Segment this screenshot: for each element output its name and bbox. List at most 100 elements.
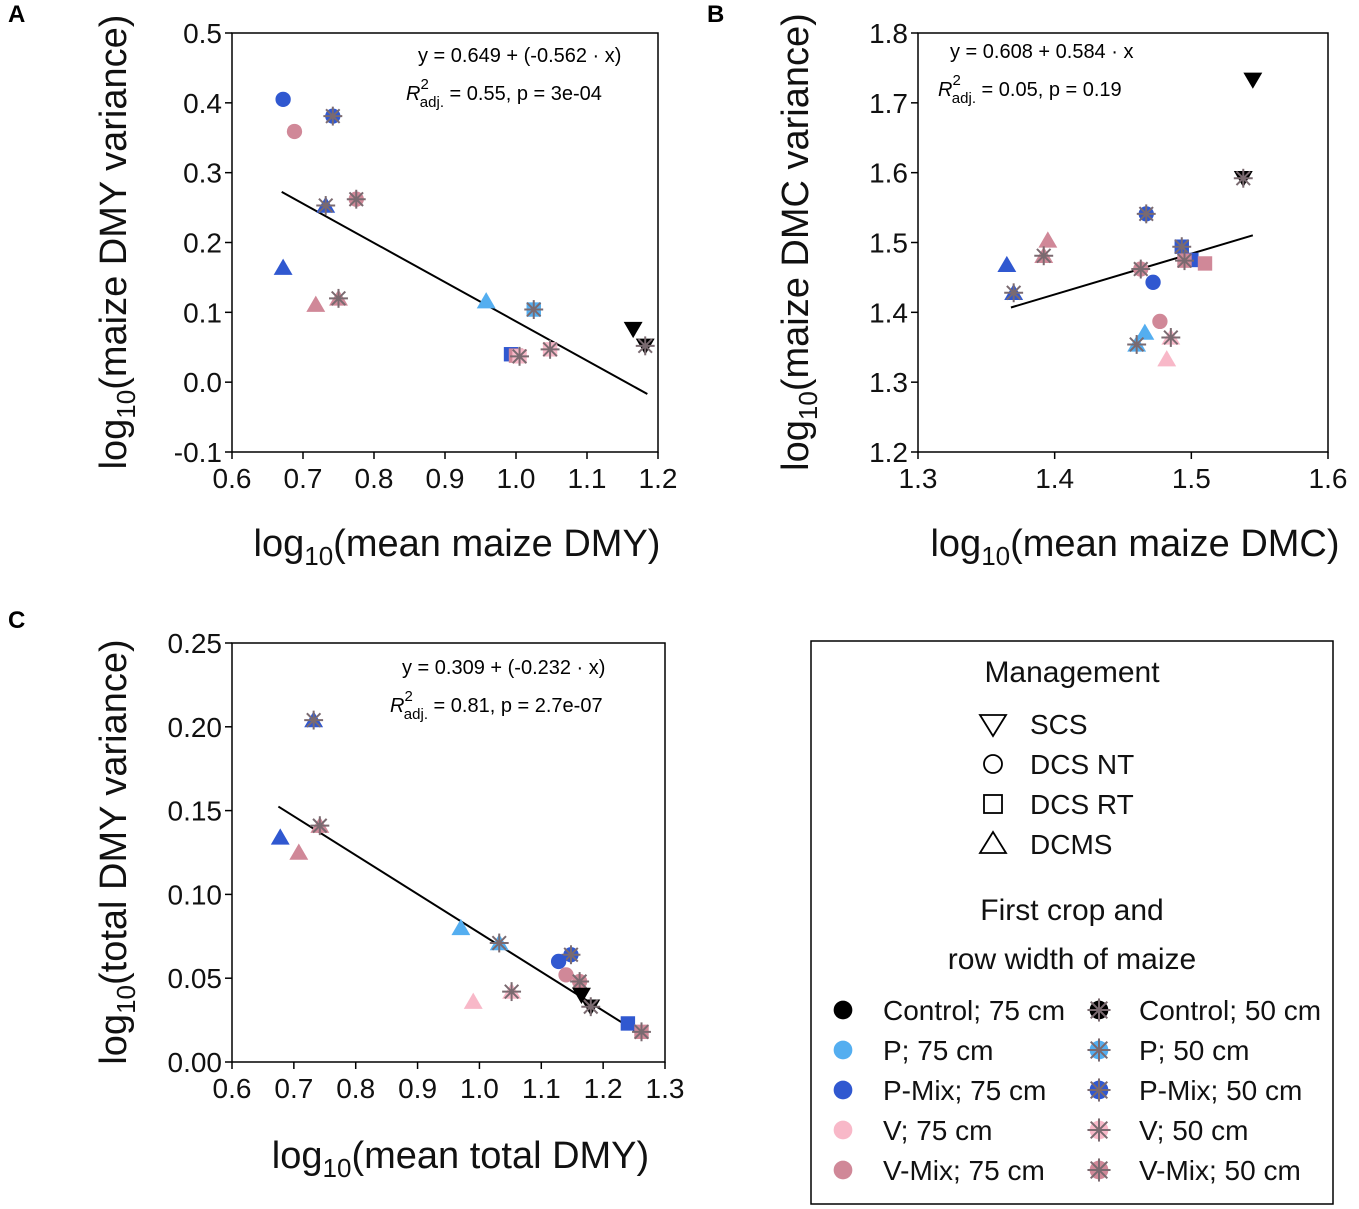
point-v-mix-50-triangle-star — [329, 288, 348, 308]
y-tick-label: 1.2 — [869, 437, 908, 468]
point-v-mix-75-triangle — [1038, 231, 1058, 248]
y-tick-label: 0.25 — [168, 628, 223, 659]
star-stroke — [1129, 336, 1145, 352]
legend-marker-75 — [833, 1040, 853, 1060]
star-stroke — [1089, 1120, 1109, 1140]
panel-label: C — [8, 607, 25, 634]
point-v-75-triangle — [1157, 350, 1177, 367]
x-tick-label: 1.3 — [899, 463, 938, 494]
panel-B: B1.3 1.4 1.5 1.61.21.31.41.51.61.71.8y = 0.… — [707, 1, 1347, 494]
point-v-50-square-star — [540, 339, 560, 359]
point-v-75-triangle — [463, 992, 483, 1009]
panel-C: C 0.6 0.7 0.8 0.9 1.0 1.1 1.2 1.3 0.00 0.05 0.10 0.1… — [8, 607, 684, 1104]
star-stroke — [504, 984, 520, 1000]
triangle-outline-icon — [978, 830, 1008, 854]
x-tick-label: 0.7 — [284, 463, 323, 494]
point-v-mix-75-triangle — [289, 843, 309, 860]
y-tick-label: -0.1 — [174, 437, 222, 468]
regression-stats: R2 adj. = 0.81, p = 2.7e-07 — [390, 688, 603, 723]
legend-crop-title-line1: First crop and — [980, 894, 1163, 927]
star-stroke — [637, 338, 653, 354]
y-tick-label: 1.3 — [869, 367, 908, 398]
regression-line — [1010, 234, 1254, 309]
legend: Management SCS DCS NT DCS RT DCMS First crop … — [810, 640, 1334, 1205]
legend-management-item: SCS — [978, 709, 1088, 740]
regression-equation: y = 0.649 + (-0.562 · x) — [418, 45, 621, 67]
point-v-mix-75-triangle — [306, 295, 326, 312]
y-tick-label: 0.3 — [183, 158, 222, 189]
y-tick-label: 0.1 — [183, 297, 222, 328]
point-p-mix-75-circle — [1145, 274, 1161, 290]
point-p-mix-50-circle-star — [323, 106, 343, 126]
point-p-mix-50-triangle-star — [1004, 283, 1024, 303]
legend-marker-75 — [833, 1160, 853, 1180]
star-stroke — [1235, 170, 1251, 186]
star-stroke — [1089, 1080, 1109, 1100]
point-v-50-square-star — [510, 346, 529, 366]
point-p-50-triangle-star — [1127, 335, 1147, 354]
legend-marker-75 — [833, 1120, 853, 1140]
star-stroke — [633, 1024, 650, 1040]
point-p-75-triangle — [1135, 323, 1155, 340]
point-p-50-square-star — [524, 300, 544, 319]
x-tick-label: 1.1 — [522, 1073, 561, 1104]
point-p-mix-75-triangle — [273, 258, 293, 275]
legend-crop-title-line2: row width of maize — [948, 943, 1196, 976]
x-tick-label: 1.2 — [639, 463, 678, 494]
point-v-mix-75-circle — [1152, 313, 1168, 330]
star-stroke — [312, 818, 328, 834]
y-tick-label: 0.4 — [183, 88, 222, 119]
x-tick-label: 1.5 — [1172, 463, 1211, 494]
star-stroke — [1163, 329, 1179, 345]
y-tick-label: 1.7 — [869, 88, 908, 119]
legend-label-75: P; 75 cm — [883, 1035, 993, 1066]
x-axis-label: log10(mean total DMY) — [272, 1135, 649, 1183]
point-p-75-triangle — [476, 292, 496, 309]
star-stroke — [512, 348, 528, 364]
y-axis-label: log10(maize DMC variance) — [775, 13, 823, 471]
point-v-50-triangle-star — [502, 982, 522, 1002]
star-stroke — [491, 935, 507, 951]
x-tick-label: 1.1 — [568, 463, 607, 494]
star-stroke — [583, 999, 599, 1015]
star-stroke — [330, 290, 347, 306]
regression-line — [281, 191, 648, 395]
legend-marker-50-star — [1087, 1078, 1111, 1102]
point-p-mix-50-circle-star — [1136, 204, 1156, 224]
point-p-mix-75-square — [620, 1016, 636, 1031]
legend-management-label: DCS RT — [1030, 789, 1134, 820]
x-tick-label: 1.2 — [584, 1073, 623, 1104]
legend-management-item: DCS RT — [983, 789, 1134, 820]
y-tick-label: 1.4 — [869, 297, 908, 328]
regression-stats: R2 adj. = 0.05, p = 0.19 — [938, 72, 1122, 107]
point-v-mix-75-circle — [286, 123, 303, 140]
y-axis-label: log10(maize DMY variance) — [93, 15, 141, 470]
point-p-mix-50-circle-star — [561, 945, 581, 965]
legend-crop-row: V-Mix; 75 cm V-Mix; 50 cm — [833, 1155, 1301, 1186]
panel-label: A — [8, 1, 25, 28]
x-tick-label: 1.6 — [1309, 463, 1348, 494]
circle-outline-icon — [983, 754, 1003, 774]
regression-equation: y = 0.608 + 0.584 · x — [950, 41, 1133, 63]
point-p-mix-75-circle — [550, 953, 567, 970]
triangle-down-outline-icon — [978, 714, 1008, 738]
legend-crop-row: Control; 75 cm Control; 50 cm — [833, 995, 1321, 1026]
point-p-75-triangle — [451, 918, 471, 936]
legend-marker-75 — [833, 1000, 853, 1020]
point-control-75-triangle-down — [1243, 72, 1263, 89]
x-tick-label: 0.9 — [426, 463, 465, 494]
x-tick-label: 0.6 — [213, 1073, 252, 1104]
y-tick-label: 0.20 — [168, 712, 223, 743]
star-stroke — [306, 712, 322, 728]
point-p-mix-50-square-star — [1172, 237, 1192, 257]
plot-frame — [231, 642, 666, 1063]
star-stroke — [318, 197, 334, 213]
x-axis-label: log10(mean maize DMC) — [930, 523, 1339, 571]
point-v-mix-50-circle-star — [1131, 259, 1151, 279]
point-control-75-triangle-down — [623, 321, 643, 339]
point-v-50-triangle-star — [1161, 328, 1181, 347]
star-stroke — [572, 974, 588, 990]
x-tick-label: 0.9 — [398, 1073, 437, 1104]
point-p-50-triangle-star — [489, 933, 509, 953]
